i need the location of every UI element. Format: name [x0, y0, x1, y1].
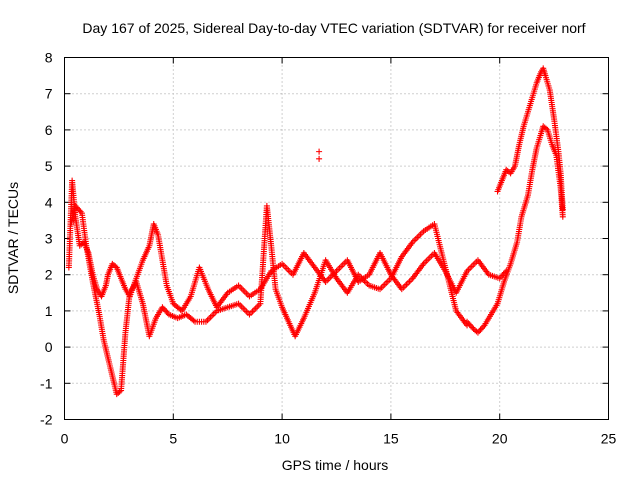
- data-point: [76, 207, 83, 214]
- data-point: [164, 310, 171, 317]
- data-point: [467, 323, 474, 330]
- data-point: [316, 148, 323, 155]
- data-point: [476, 328, 483, 335]
- x-tick-label: 10: [274, 431, 290, 447]
- y-axis-label: SDTVAR / TECUs: [5, 182, 21, 294]
- y-tick-label: -2: [40, 412, 53, 428]
- x-tick-label: 25: [601, 431, 617, 447]
- data-point: [159, 304, 166, 311]
- data-point: [316, 155, 323, 162]
- data-points: [65, 65, 566, 398]
- data-point: [465, 320, 472, 327]
- data-point: [478, 325, 485, 332]
- data-point: [498, 273, 505, 280]
- y-tick-label: -1: [40, 375, 53, 391]
- data-point: [464, 318, 471, 325]
- data-point: [559, 206, 566, 213]
- x-tick-label: 0: [61, 431, 69, 447]
- y-tick-label: 2: [45, 267, 53, 283]
- data-point: [474, 329, 481, 336]
- data-point: [163, 308, 170, 315]
- y-tick-label: 8: [45, 50, 53, 66]
- data-point: [73, 204, 80, 211]
- data-point: [469, 324, 476, 331]
- data-point: [74, 205, 81, 212]
- y-tick-label: 0: [45, 339, 53, 355]
- y-tick-label: 7: [45, 86, 53, 102]
- y-tick-label: 4: [45, 194, 53, 210]
- y-tick-label: 5: [45, 158, 53, 174]
- data-point: [496, 275, 503, 282]
- y-tick-labels: -2 -1 0 1 2 3 4 5 6 7 8: [40, 50, 53, 428]
- chart-title: Day 167 of 2025, Sidereal Day-to-day VTE…: [82, 20, 585, 36]
- y-tick-label: 1: [45, 303, 53, 319]
- data-point: [72, 202, 79, 209]
- x-tick-label: 15: [383, 431, 399, 447]
- data-point: [77, 208, 84, 215]
- data-point: [160, 305, 167, 312]
- x-tick-label: 20: [492, 431, 508, 447]
- data-point: [477, 326, 484, 333]
- data-point: [559, 213, 566, 220]
- data-point: [162, 307, 169, 314]
- data-point: [480, 323, 487, 330]
- y-tick-label: 3: [45, 231, 53, 247]
- x-tick-labels: 0 5 10 15 20 25: [61, 431, 617, 447]
- x-tick-label: 5: [169, 431, 177, 447]
- x-axis-label: GPS time / hours: [282, 457, 389, 473]
- y-tick-label: 6: [45, 122, 53, 138]
- data-point: [466, 321, 473, 328]
- plot-frame: [64, 57, 609, 420]
